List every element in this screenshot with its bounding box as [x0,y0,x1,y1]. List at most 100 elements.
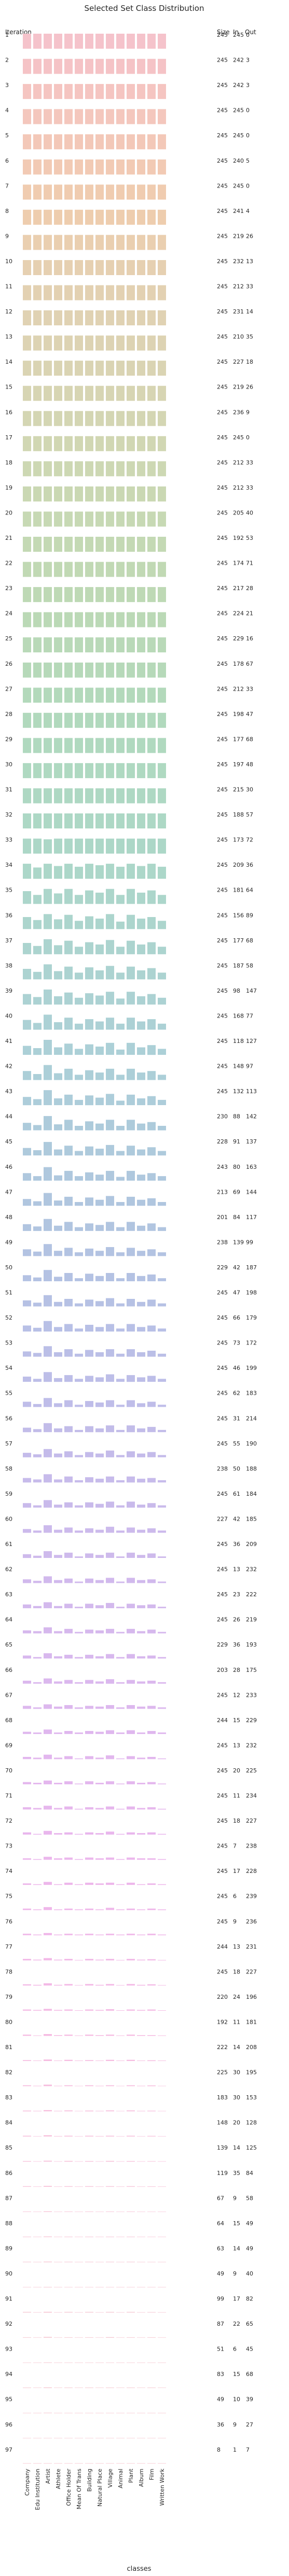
iteration-rows: 1 245 245 02 245 242 33 245 242 34 245 245 05 245 245 0… [5,32,257,2464]
bar [44,1065,52,1080]
iteration-label: 71 [5,1793,12,1799]
bar [158,763,166,778]
out-value: 49 [246,2245,253,2252]
bar [137,587,145,603]
in-value: 177 [233,736,244,742]
bar [95,865,104,879]
bar [127,1882,135,1885]
size-value: 245 [217,1440,228,1447]
in-value: 13 [233,1742,240,1749]
bar [158,1151,166,1156]
size-value: 49 [217,2270,224,2277]
bar [33,1834,42,1835]
iteration-label: 82 [5,2069,12,2076]
bar [127,1604,135,1609]
bar [85,2009,93,2011]
bar [95,1833,104,1835]
bar [44,59,52,74]
bar [54,1959,62,1960]
size-value: 245 [217,1365,228,1371]
bar [116,310,125,325]
bar [44,1090,52,1106]
size-value: 63 [217,2245,224,2252]
bar [137,1858,145,1860]
iteration-row: 63 245 23 222 [5,1591,257,1609]
iteration-label: 34 [5,862,12,868]
size-value: 201 [217,1214,228,1221]
size-value: 229 [217,1641,228,1648]
bar [85,109,93,124]
iteration-label: 60 [5,1515,12,1522]
out-value: 196 [246,1994,257,2000]
out-value: 21 [246,610,253,617]
bar [75,763,83,778]
bar [147,612,156,627]
bar [137,944,145,954]
bar [116,2262,125,2263]
bar [95,1783,104,1784]
bar [33,2136,42,2137]
bar [127,1984,135,1986]
bar [127,2463,135,2464]
out-value: 179 [246,1314,257,1321]
bar [106,1144,114,1156]
bar [54,2060,62,2061]
bar [158,866,166,879]
in-value: 62 [233,1390,240,1397]
size-value: 245 [217,1616,228,1623]
out-value: 232 [246,1566,257,1573]
iteration-row: 97 8 1 7 [5,2446,250,2464]
bar [54,2136,62,2137]
bar [137,209,145,225]
x-axis-label: classes [127,2565,151,2573]
bar [158,1632,166,1634]
bar [158,712,166,728]
bar [33,486,42,502]
bar [85,2035,93,2036]
bar [127,1501,135,1508]
bar [54,1428,62,1433]
iteration-row: 50 229 42 187 [5,1264,257,1281]
bar [33,1454,42,1457]
iteration-row: 71 245 11 234 [5,1793,257,1810]
bar [23,969,31,980]
bar [106,411,114,426]
bar [106,1374,114,1382]
bar [23,864,31,879]
in-value: 98 [233,988,240,994]
bar [33,2312,42,2313]
iteration-label: 62 [5,1566,12,1573]
iteration-label: 61 [5,1541,12,1548]
bar [147,461,156,477]
iteration-label: 51 [5,1290,12,1296]
size-value: 245 [217,1541,228,1548]
bar [44,738,52,753]
bar [54,738,62,753]
bar [158,2463,166,2464]
bar [95,1959,104,1960]
iteration-row: 43 245 132 113 [5,1088,257,1106]
bar [127,2059,135,2061]
bar [95,184,104,200]
bar [75,1379,83,1382]
bar [106,1730,114,1734]
bar [33,1379,42,1382]
bar [44,1398,52,1407]
bar [54,1884,62,1885]
bar [147,2060,156,2062]
bar [137,1276,145,1281]
bar [116,1809,125,1810]
bar [54,537,62,552]
bar [64,2337,73,2338]
bar [95,1529,104,1533]
bar [158,2186,166,2187]
iteration-row: 61 245 36 209 [5,1541,257,1558]
bar [23,1782,31,1784]
iteration-label: 33 [5,837,12,843]
bar [106,688,114,703]
bar [75,436,83,451]
in-value: 24 [233,1994,240,2000]
bar [137,461,145,477]
bar [147,1427,156,1433]
bar [95,2262,104,2263]
